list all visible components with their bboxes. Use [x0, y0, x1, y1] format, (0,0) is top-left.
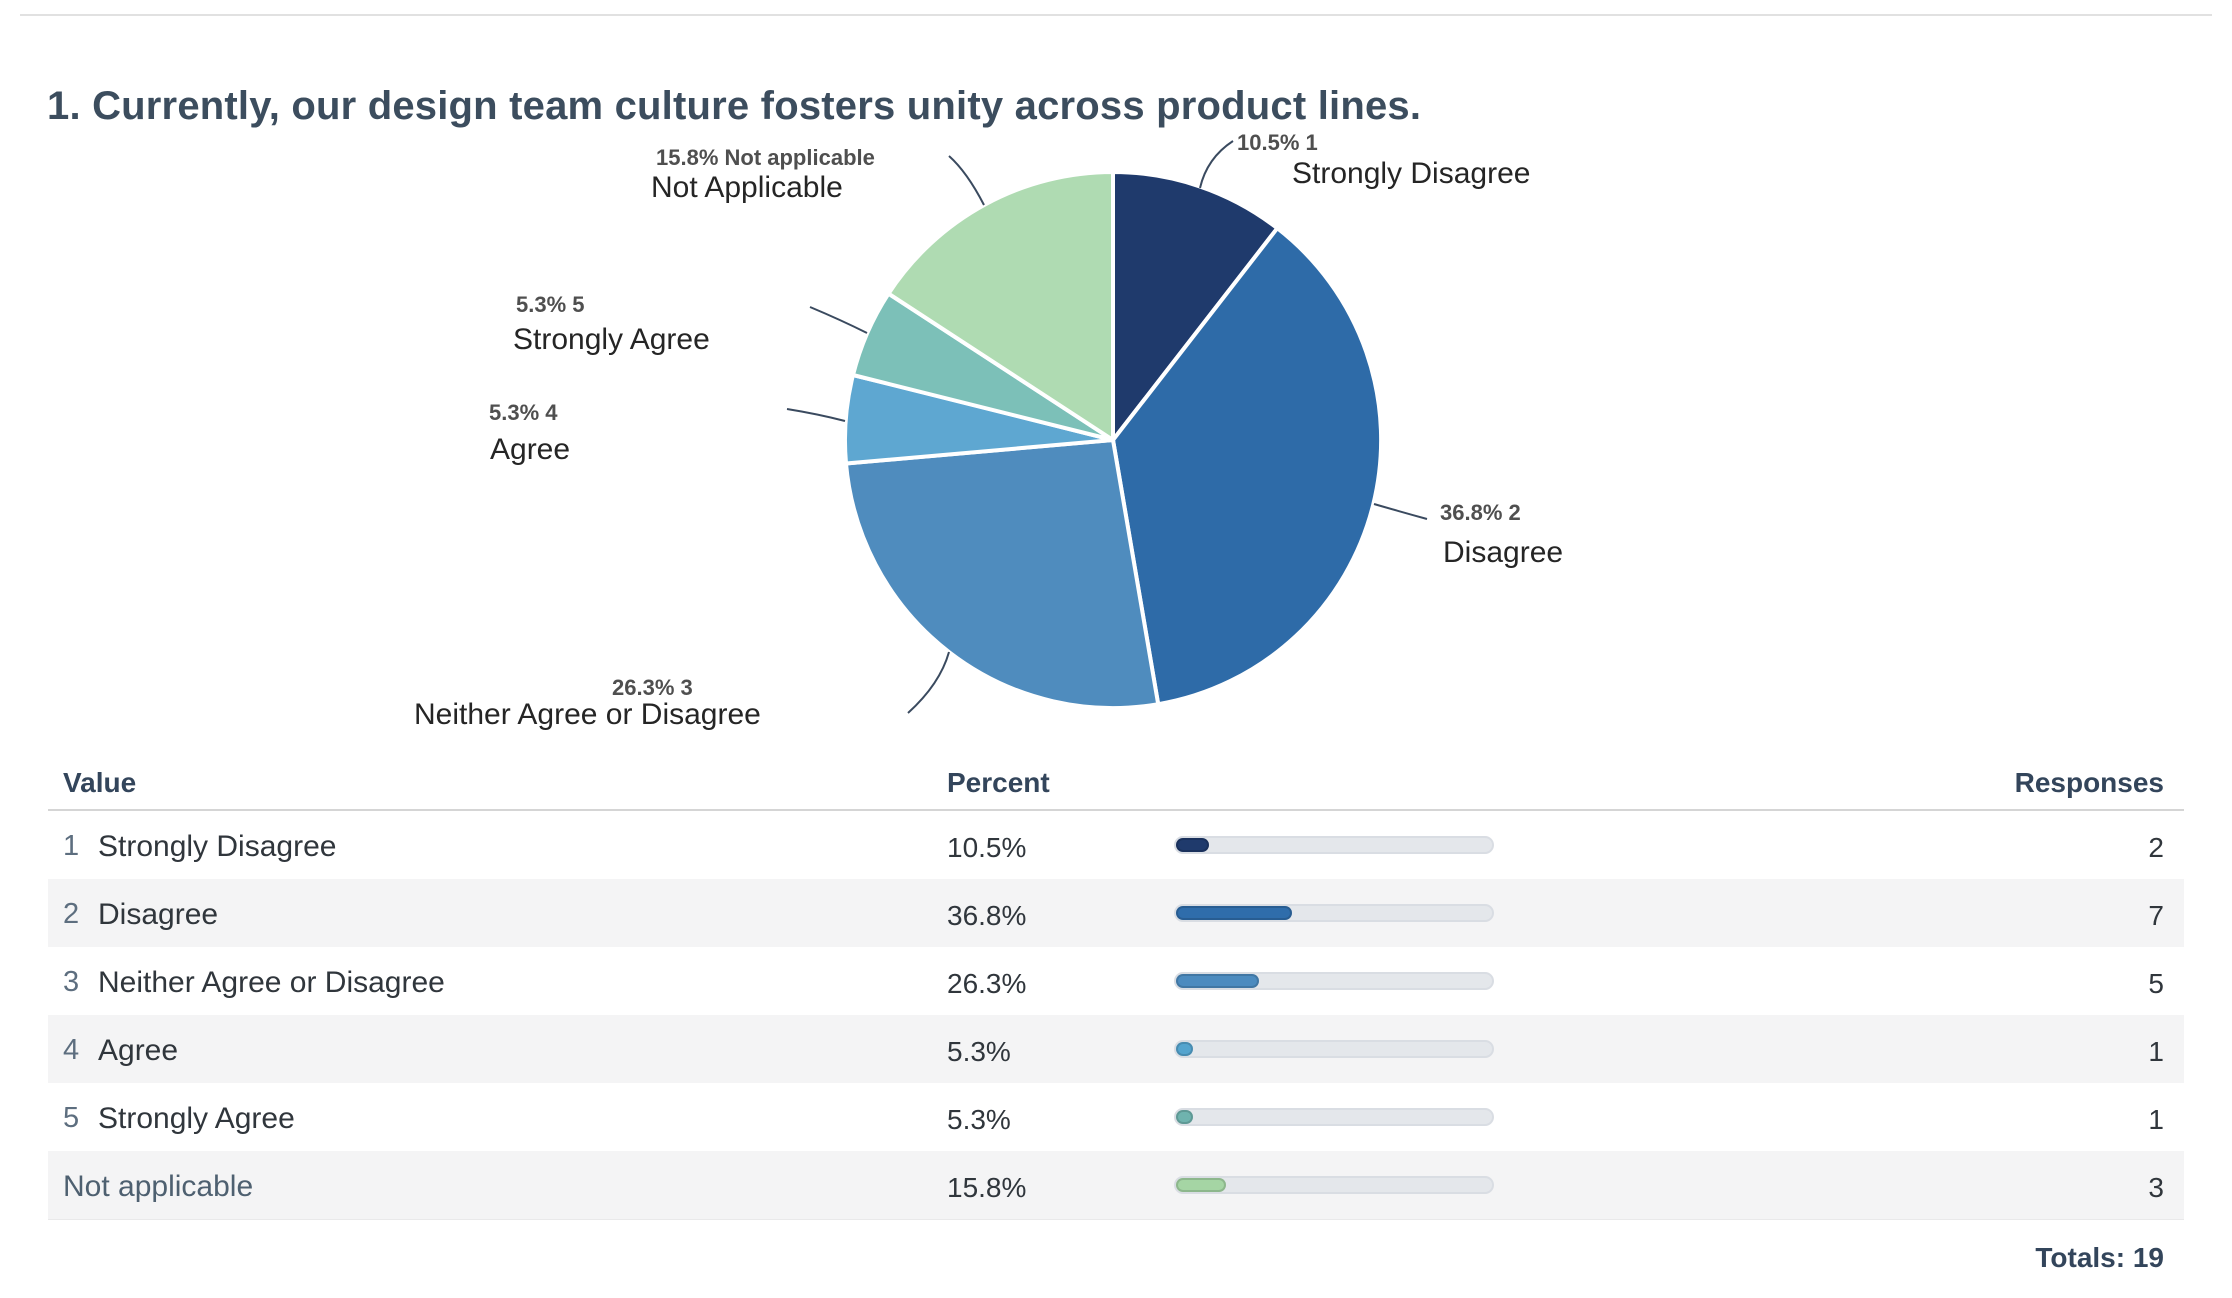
table-row-neither-agree-or-disagree: 3 Neither Agree or Disagree 26.3% 5 [48, 947, 2184, 1015]
percent-bar-fill [1176, 838, 1210, 852]
table-body: 1 Strongly Disagree 10.5% 2 2 Disagree 36.8% 7 3… [48, 811, 2184, 1220]
question-title: 1. Currently, our design team culture fo… [47, 83, 1422, 128]
pie-percent-label-neither-agree-or-disagree: 26.3% 3 [612, 675, 693, 700]
percent-bar-fill [1176, 974, 1260, 988]
row-value-number: 4 [63, 1034, 80, 1066]
row-value-number: 3 [63, 966, 80, 998]
pie-category-label-not-applicable: Not Applicable [651, 171, 843, 204]
row-percent: 5.3% [947, 1104, 1011, 1135]
row-percent: 26.3% [947, 968, 1027, 999]
pie-slice-neither-agree-or-disagree[interactable] [844, 438, 1161, 710]
column-header-percent: Percent [947, 767, 1050, 798]
pie-chart-svg [786, 140, 1428, 714]
percent-bar-fill [1176, 906, 1293, 920]
row-percent: 36.8% [947, 900, 1027, 931]
pie-percent-label-strongly-disagree: 10.5% 1 [1237, 130, 1318, 155]
pie-percent-label-agree: 5.3% 4 [489, 400, 558, 425]
row-value-number: 1 [63, 830, 80, 862]
column-header-value: Value [63, 767, 137, 798]
row-label: Strongly Agree [98, 1102, 295, 1135]
row-responses: 1 [2148, 1104, 2164, 1135]
table-header-row: Value Percent Responses [48, 755, 2184, 811]
leader-line-strongly-agree [809, 306, 868, 334]
row-percent: 15.8% [947, 1172, 1027, 1203]
percent-bar-track [1174, 972, 1494, 990]
row-label: Disagree [98, 898, 219, 931]
percent-bar-track [1174, 836, 1494, 854]
results-table: Value Percent Responses 1 Strongly Disagr… [48, 755, 2184, 1276]
row-responses: 1 [2148, 1036, 2164, 1067]
table-row-disagree: 2 Disagree 36.8% 7 [48, 879, 2184, 947]
row-label: Strongly Disagree [98, 830, 337, 863]
pie-category-label-neither-agree-or-disagree: Neither Agree or Disagree [414, 698, 761, 731]
pie-category-label-disagree: Disagree [1443, 536, 1564, 569]
percent-bar-fill [1176, 1042, 1193, 1056]
table-row-not-applicable: Not applicable 15.8% 3 [48, 1151, 2184, 1220]
row-responses: 5 [2148, 968, 2164, 999]
row-label: Agree [98, 1034, 179, 1067]
leader-line-disagree [1373, 503, 1428, 520]
leader-line-neither-agree-or-disagree [907, 651, 950, 714]
pie-category-label-strongly-disagree: Strongly Disagree [1292, 157, 1531, 190]
pie-category-label-agree: Agree [490, 433, 571, 466]
pie-percent-label-not-applicable: 15.8% Not applicable [656, 145, 875, 170]
table-row-agree: 4 Agree 5.3% 1 [48, 1015, 2184, 1083]
row-label: Neither Agree or Disagree [98, 966, 445, 999]
column-header-responses: Responses [2014, 767, 2164, 798]
percent-bar-fill [1176, 1178, 1226, 1192]
leader-line-not-applicable [948, 155, 985, 206]
pie-category-label-strongly-agree: Strongly Agree [513, 323, 710, 356]
totals-row: Totals: 19 [2035, 1242, 2164, 1273]
percent-bar-track [1174, 904, 1494, 922]
row-responses: 7 [2148, 900, 2164, 931]
leader-line-agree [786, 408, 846, 422]
percent-bar-track [1174, 1040, 1494, 1058]
row-percent: 5.3% [947, 1036, 1011, 1067]
percent-bar-fill [1176, 1110, 1193, 1124]
pie-chart: 10.5% 1 Strongly Disagree 36.8% 2 Disagree 2… [414, 130, 1564, 731]
row-value-number: 5 [63, 1102, 80, 1134]
row-responses: 3 [2148, 1172, 2164, 1203]
pie-slice-not-applicable[interactable] [886, 170, 1115, 442]
top-divider [20, 14, 2212, 16]
pie-slice-disagree[interactable] [1111, 226, 1384, 707]
row-percent: 10.5% [947, 832, 1027, 863]
leader-line-strongly-disagree [1199, 140, 1234, 189]
percent-bar-track [1174, 1108, 1494, 1126]
percent-bar-track [1174, 1176, 1494, 1194]
row-responses: 2 [2148, 832, 2164, 863]
table-row-strongly-disagree: 1 Strongly Disagree 10.5% 2 [48, 811, 2184, 879]
table-row-strongly-agree: 5 Strongly Agree 5.3% 1 [48, 1083, 2184, 1151]
row-value-number: 2 [63, 898, 80, 930]
pie-percent-label-strongly-agree: 5.3% 5 [516, 292, 585, 317]
pie-percent-label-disagree: 36.8% 2 [1440, 500, 1521, 525]
row-label: Not applicable [63, 1170, 254, 1203]
